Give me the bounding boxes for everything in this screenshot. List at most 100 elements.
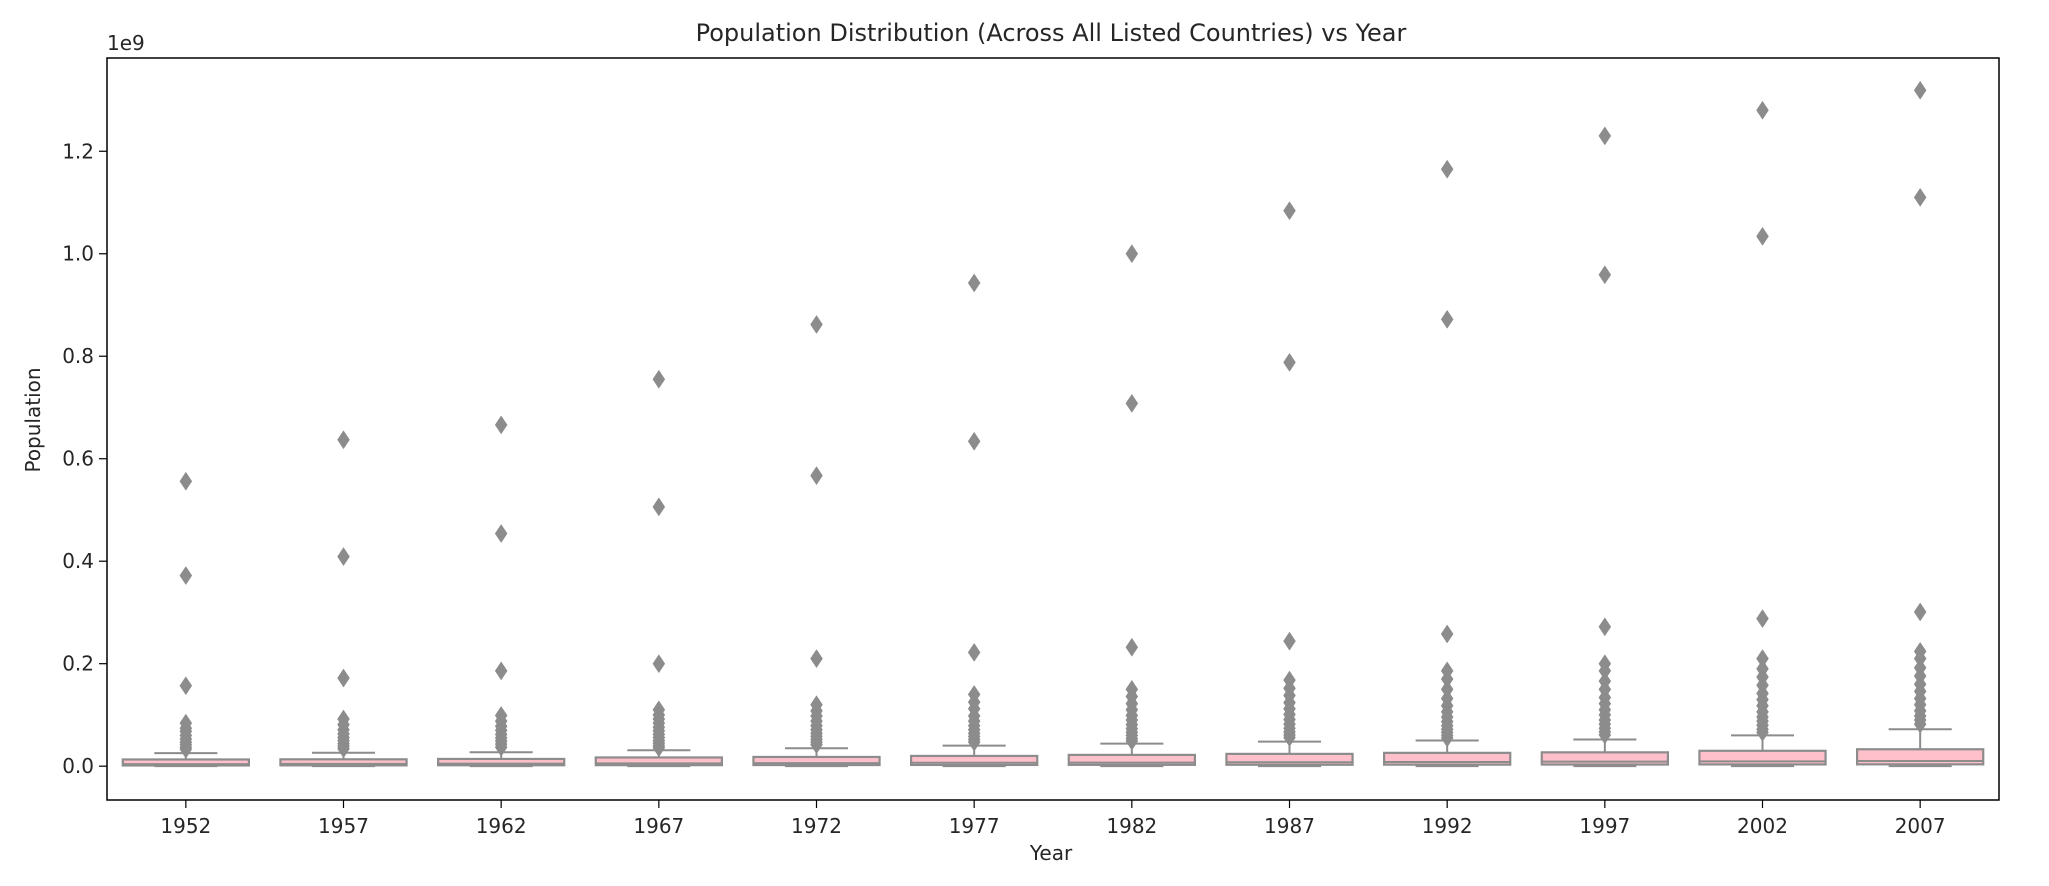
box — [437, 757, 566, 767]
box — [121, 758, 251, 767]
y-tick-label: 0.2 — [62, 652, 94, 676]
y-axis-ticks: 0.0 0.2 0.4 0.6 0.8 1.0 1.2 — [62, 139, 107, 778]
plot-area — [121, 80, 1985, 768]
box-group-1962 — [437, 415, 566, 768]
flier-point — [1440, 624, 1454, 644]
flier-point — [337, 739, 350, 759]
box-group-1987 — [1225, 201, 1354, 768]
flier-point — [1125, 731, 1139, 751]
flier-point — [1125, 393, 1139, 413]
flier-point — [1283, 352, 1296, 372]
flier-point — [1440, 309, 1454, 329]
box — [1067, 753, 1197, 766]
box-group-2007 — [1855, 80, 1985, 768]
box-group-1952 — [121, 471, 251, 768]
flier-point — [179, 471, 193, 491]
x-tick-label: 2007 — [1895, 814, 1946, 838]
box — [1225, 752, 1354, 766]
y-tick-label: 0.4 — [62, 549, 94, 573]
x-tick-label: 1982 — [1106, 814, 1157, 838]
y-tick-label: 1.0 — [62, 242, 94, 266]
flier-point — [652, 497, 666, 517]
flier-point — [810, 649, 823, 669]
y-tick-label: 0.6 — [62, 447, 94, 471]
y-tick-label: 0.0 — [62, 754, 94, 778]
flier-point — [810, 735, 823, 755]
box-group-1992 — [1382, 159, 1512, 768]
x-tick-label: 1987 — [1264, 814, 1315, 838]
flier-point — [337, 547, 350, 567]
x-tick-label: 2002 — [1737, 814, 1788, 838]
flier-point — [810, 315, 823, 334]
x-axis-ticks: 1952 1957 1962 1967 1972 1977 1982 1987 1992 1997… — [160, 800, 1946, 838]
flier-point — [337, 430, 350, 450]
y-tick-label: 0.8 — [62, 344, 94, 368]
flier-point — [1598, 126, 1612, 146]
flier-point — [179, 739, 193, 759]
flier-point — [179, 676, 193, 696]
flier-point — [494, 737, 508, 757]
flier-point — [494, 415, 508, 435]
x-tick-label: 1997 — [1579, 814, 1630, 838]
box — [752, 755, 881, 767]
flier-point — [1913, 80, 1927, 100]
flier-point — [1440, 728, 1454, 748]
flier-point — [1756, 100, 1769, 120]
box — [1855, 748, 1985, 766]
box-group-1977 — [909, 273, 1039, 768]
y-axis-offset-label: 1e9 — [107, 31, 145, 55]
flier-point — [1283, 728, 1296, 747]
flier-point — [1440, 159, 1454, 179]
x-tick-label: 1977 — [949, 814, 1000, 838]
flier-point — [967, 732, 981, 752]
flier-point — [1913, 187, 1927, 207]
box-group-1967 — [594, 369, 723, 768]
flier-point — [1756, 722, 1769, 742]
x-tick-label: 1962 — [476, 814, 527, 838]
box-group-2002 — [1698, 100, 1827, 768]
x-axis-label: Year — [1029, 841, 1073, 865]
box-group-1972 — [752, 315, 881, 768]
axes-frame — [106, 57, 2000, 801]
box — [1382, 751, 1512, 766]
flier-point — [1756, 226, 1769, 246]
box — [594, 756, 723, 767]
flier-point — [1598, 265, 1612, 285]
flier-point — [967, 642, 981, 662]
box — [279, 758, 408, 767]
y-tick-label: 1.2 — [62, 139, 94, 163]
box-group-1982 — [1067, 244, 1197, 768]
flier-point — [810, 466, 823, 486]
flier-point — [1125, 244, 1139, 264]
flier-point — [652, 654, 666, 674]
flier-point — [1913, 714, 1927, 734]
y-axis-label: Population — [21, 367, 45, 472]
box — [1698, 749, 1827, 766]
box — [1540, 751, 1670, 766]
box-group-1997 — [1540, 126, 1670, 768]
flier-point — [494, 524, 508, 543]
flier-point — [1283, 201, 1296, 221]
flier-point — [337, 668, 350, 688]
box — [909, 754, 1039, 767]
flier-point — [1283, 631, 1296, 651]
flier-point — [1598, 617, 1612, 637]
flier-point — [1598, 725, 1612, 745]
chart-title: Population Distribution (Across All List… — [696, 19, 1407, 47]
flier-point — [967, 431, 981, 451]
x-tick-label: 1967 — [633, 814, 684, 838]
flier-point — [652, 738, 666, 758]
box-group-1957 — [279, 430, 408, 768]
x-tick-label: 1952 — [160, 814, 211, 838]
flier-point — [1756, 609, 1769, 629]
flier-point — [1913, 602, 1927, 622]
flier-point — [494, 661, 508, 681]
x-tick-label: 1957 — [318, 814, 369, 838]
flier-point — [652, 369, 666, 389]
flier-point — [967, 273, 981, 293]
flier-point — [1125, 637, 1139, 657]
flier-point — [179, 566, 193, 586]
x-tick-label: 1992 — [1422, 814, 1473, 838]
x-tick-label: 1972 — [791, 814, 842, 838]
